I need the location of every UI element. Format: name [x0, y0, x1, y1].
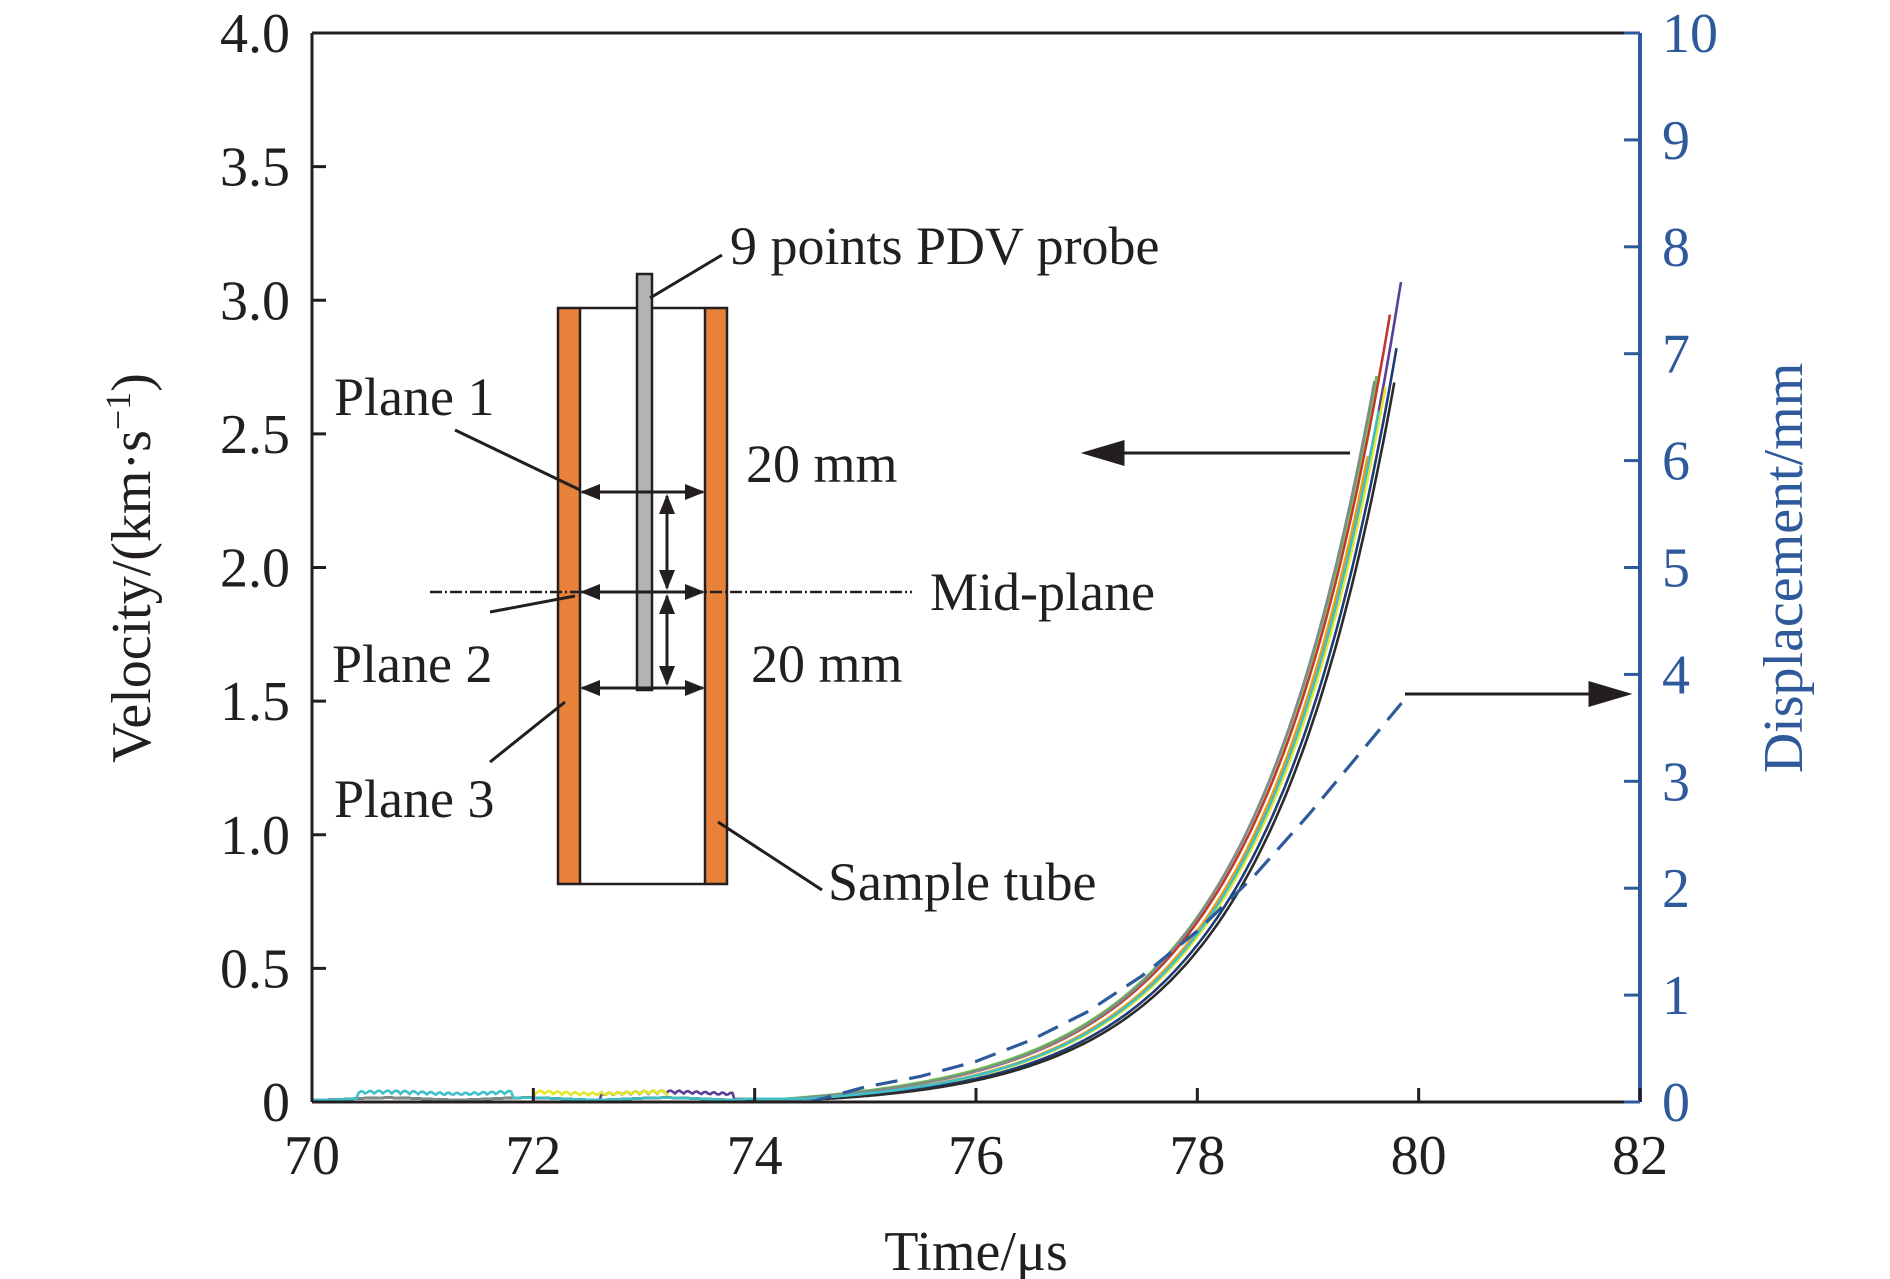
y-left-tick-label: 4.0 [220, 3, 290, 65]
y-right-tick-label: 5 [1662, 538, 1690, 600]
x-tick-label: 78 [1169, 1125, 1225, 1187]
mid-plane-label: Mid-plane [930, 562, 1155, 622]
series-layer [312, 281, 1409, 1104]
sample-schematic: 9 points PDV probe Plane 1 20 mm Mid-pla… [332, 216, 1160, 912]
y-left-tick-label: 3.5 [220, 137, 290, 199]
x-tick-label: 82 [1612, 1125, 1668, 1187]
ticks-layer: 70 72 74 76 78 80 8200.51.01.52.02.53.03.54.00… [220, 3, 1718, 1187]
y-right-tick-label: 2 [1662, 858, 1690, 920]
y-right-axis-title: Displacement/mm [1753, 363, 1815, 774]
displacement-series-line [809, 694, 1409, 1104]
x-tick-label: 76 [948, 1125, 1004, 1187]
dimension-label-top: 20 mm [746, 434, 898, 494]
sample-tube-label: Sample tube [828, 852, 1096, 912]
x-tick-label: 70 [284, 1125, 340, 1187]
x-axis-title: Time/μs [884, 1221, 1068, 1279]
y-right-tick-label: 1 [1662, 965, 1690, 1027]
dimension-label-bottom: 20 mm [751, 634, 903, 694]
y-right-tick-label: 9 [1662, 110, 1690, 172]
x-tick-label: 72 [505, 1125, 561, 1187]
plane2-leader [489, 594, 576, 614]
y-right-tick-label: 6 [1662, 431, 1690, 493]
tube-wall-right [703, 306, 729, 886]
y-left-tick-label: 1.5 [220, 671, 290, 733]
y-left-tick-label: 2.5 [220, 404, 290, 466]
pdv-probe [635, 272, 654, 692]
probe-leader [649, 253, 723, 300]
y-right-tick-label: 8 [1662, 217, 1690, 279]
y-left-axis-title: Velocity/(km·s−1) [98, 373, 163, 763]
y-right-tick-label: 10 [1662, 3, 1718, 65]
x-tick-label: 80 [1391, 1125, 1447, 1187]
y-left-tick-label: 1.0 [220, 805, 290, 867]
x-tick-label: 74 [727, 1125, 783, 1187]
y-right-tick-label: 0 [1662, 1072, 1690, 1134]
probe-label: 9 points PDV probe [730, 216, 1160, 276]
sample-tube-leader [717, 820, 823, 892]
plane1-leader [454, 428, 581, 492]
plane3-leader [489, 700, 566, 764]
y-right-tick-label: 3 [1662, 751, 1690, 813]
y-left-tick-label: 0.5 [220, 938, 290, 1000]
y-left-tick-label: 2.0 [220, 538, 290, 600]
velocity-series-line [312, 410, 1381, 1102]
plane3-label: Plane 3 [334, 769, 494, 829]
y-left-tick-label: 0 [262, 1072, 290, 1134]
y-right-tick-label: 4 [1662, 644, 1690, 706]
y-left-tick-label: 3.0 [220, 270, 290, 332]
plane1-label: Plane 1 [334, 367, 494, 427]
velocity-series-line [312, 314, 1392, 1102]
y-right-tick-label: 7 [1662, 324, 1690, 386]
plane2-label: Plane 2 [332, 634, 492, 694]
